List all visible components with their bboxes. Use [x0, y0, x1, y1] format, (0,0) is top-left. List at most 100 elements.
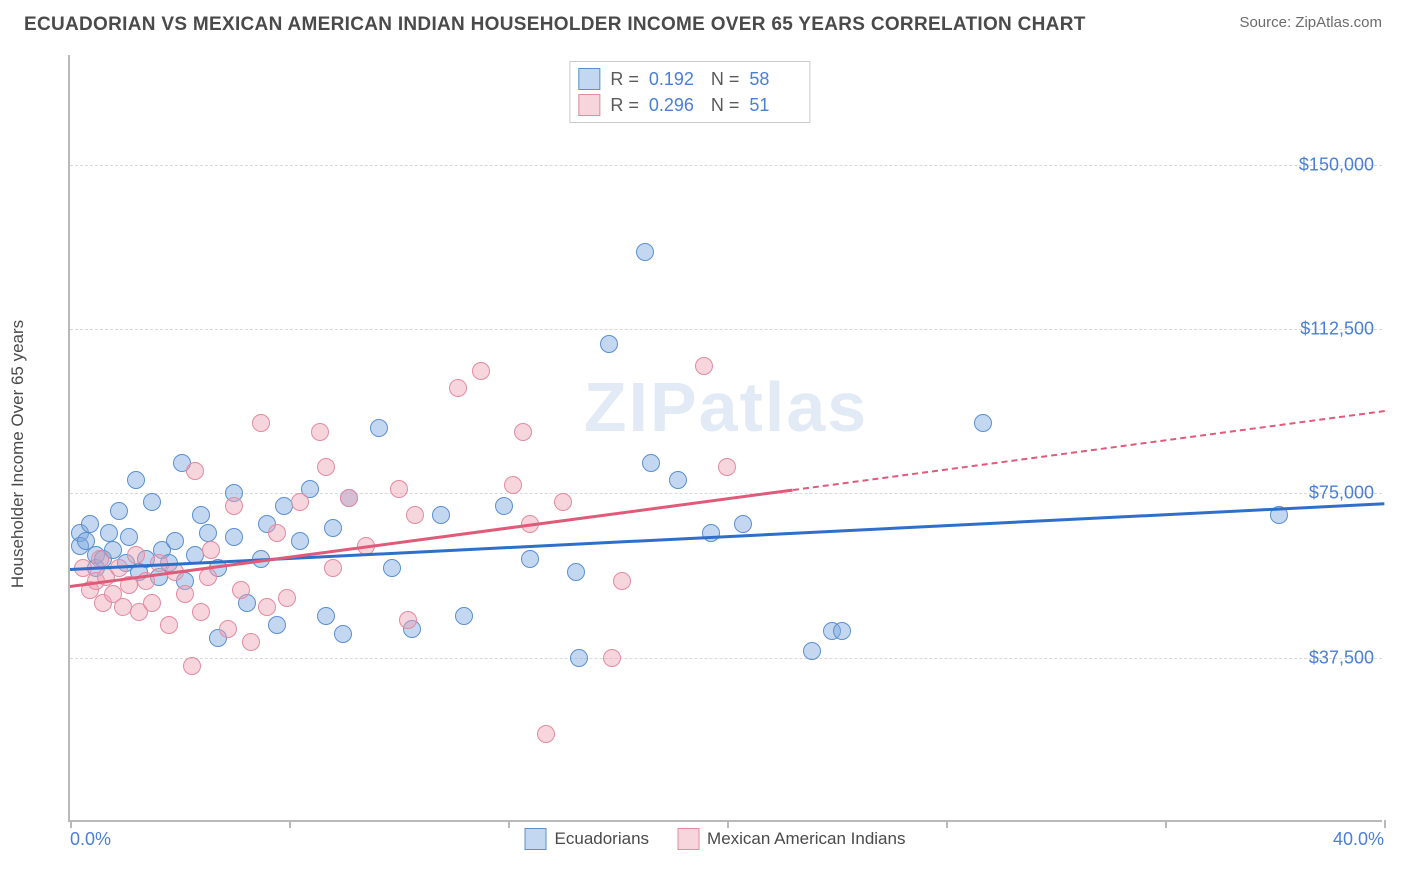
scatter-point	[166, 532, 184, 550]
trend-line	[793, 410, 1385, 491]
scatter-point	[160, 616, 178, 634]
x-tick	[727, 820, 729, 828]
scatter-point	[127, 546, 145, 564]
stat-n-label: N =	[711, 95, 740, 116]
stat-n-value: 51	[749, 95, 801, 116]
scatter-point	[291, 532, 309, 550]
chart-area: Householder Income Over 65 years ZIPatla…	[48, 55, 1382, 852]
y-tick-label: $150,000	[1299, 154, 1374, 175]
scatter-point	[472, 362, 490, 380]
series-swatch	[677, 828, 699, 850]
scatter-point	[383, 559, 401, 577]
scatter-point	[317, 607, 335, 625]
scatter-point	[399, 611, 417, 629]
x-tick	[1384, 820, 1386, 828]
y-tick-label: $37,500	[1309, 647, 1374, 668]
stats-legend-row: R =0.192N =58	[578, 66, 801, 92]
scatter-point	[695, 357, 713, 375]
scatter-point	[317, 458, 335, 476]
x-tick-label: 40.0%	[1333, 829, 1384, 850]
scatter-point	[192, 603, 210, 621]
scatter-point	[225, 497, 243, 515]
x-tick	[70, 820, 72, 828]
scatter-point	[636, 243, 654, 261]
scatter-point	[225, 528, 243, 546]
scatter-point	[268, 524, 286, 542]
scatter-point	[554, 493, 572, 511]
scatter-point	[110, 502, 128, 520]
gridline	[70, 165, 1382, 166]
scatter-point	[81, 515, 99, 533]
scatter-point	[669, 471, 687, 489]
gridline	[70, 329, 1382, 330]
scatter-point	[455, 607, 473, 625]
stat-n-value: 58	[749, 69, 801, 90]
scatter-point	[219, 620, 237, 638]
gridline	[70, 493, 1382, 494]
gridline	[70, 658, 1382, 659]
x-tick	[946, 820, 948, 828]
scatter-point	[495, 497, 513, 515]
scatter-point	[803, 642, 821, 660]
scatter-point	[567, 563, 585, 581]
scatter-point	[600, 335, 618, 353]
scatter-point	[613, 572, 631, 590]
scatter-point	[406, 506, 424, 524]
scatter-point	[242, 633, 260, 651]
scatter-point	[252, 414, 270, 432]
stat-r-value: 0.296	[649, 95, 701, 116]
scatter-point	[833, 622, 851, 640]
scatter-point	[570, 649, 588, 667]
legend-label: Ecuadorians	[555, 829, 650, 849]
stat-r-label: R =	[610, 95, 639, 116]
chart-source: Source: ZipAtlas.com	[1239, 14, 1382, 31]
series-legend: Ecuadorians Mexican American Indians	[525, 828, 906, 850]
scatter-point	[324, 559, 342, 577]
scatter-point	[183, 657, 201, 675]
scatter-point	[202, 541, 220, 559]
scatter-point	[521, 550, 539, 568]
y-tick-label: $112,500	[1300, 318, 1374, 339]
y-axis-label: Householder Income Over 65 years	[8, 319, 28, 587]
scatter-point	[258, 598, 276, 616]
scatter-point	[324, 519, 342, 537]
scatter-point	[449, 379, 467, 397]
stat-r-label: R =	[610, 69, 639, 90]
x-tick	[289, 820, 291, 828]
plot-region: ZIPatlas R =0.192N =58R =0.296N =51 $37,…	[68, 55, 1382, 822]
scatter-point	[143, 493, 161, 511]
scatter-point	[642, 454, 660, 472]
scatter-point	[278, 589, 296, 607]
scatter-point	[268, 616, 286, 634]
scatter-point	[718, 458, 736, 476]
scatter-point	[334, 625, 352, 643]
x-tick	[508, 820, 510, 828]
legend-item: Mexican American Indians	[677, 828, 905, 850]
scatter-point	[340, 489, 358, 507]
scatter-point	[114, 598, 132, 616]
stat-r-value: 0.192	[649, 69, 701, 90]
scatter-point	[974, 414, 992, 432]
scatter-point	[432, 506, 450, 524]
stats-legend-row: R = 0.296 N = 51	[578, 92, 801, 118]
scatter-point	[199, 524, 217, 542]
legend-item: Ecuadorians	[525, 828, 650, 850]
scatter-point	[232, 581, 250, 599]
legend-label: Mexican American Indians	[707, 829, 905, 849]
scatter-point	[514, 423, 532, 441]
scatter-point	[176, 585, 194, 603]
scatter-point	[504, 476, 522, 494]
scatter-point	[120, 528, 138, 546]
scatter-point	[100, 524, 118, 542]
chart-header: ECUADORIAN VS MEXICAN AMERICAN INDIAN HO…	[0, 0, 1406, 36]
scatter-point	[734, 515, 752, 533]
scatter-point	[192, 506, 210, 524]
scatter-point	[537, 725, 555, 743]
series-swatch	[525, 828, 547, 850]
chart-title: ECUADORIAN VS MEXICAN AMERICAN INDIAN HO…	[24, 14, 1086, 36]
y-tick-label: $75,000	[1309, 483, 1374, 504]
correlation-stats-legend: R = 0.192 N = 58R = 0.296 N = 51	[569, 61, 810, 123]
scatter-point	[291, 493, 309, 511]
x-tick	[1165, 820, 1167, 828]
scatter-point	[311, 423, 329, 441]
